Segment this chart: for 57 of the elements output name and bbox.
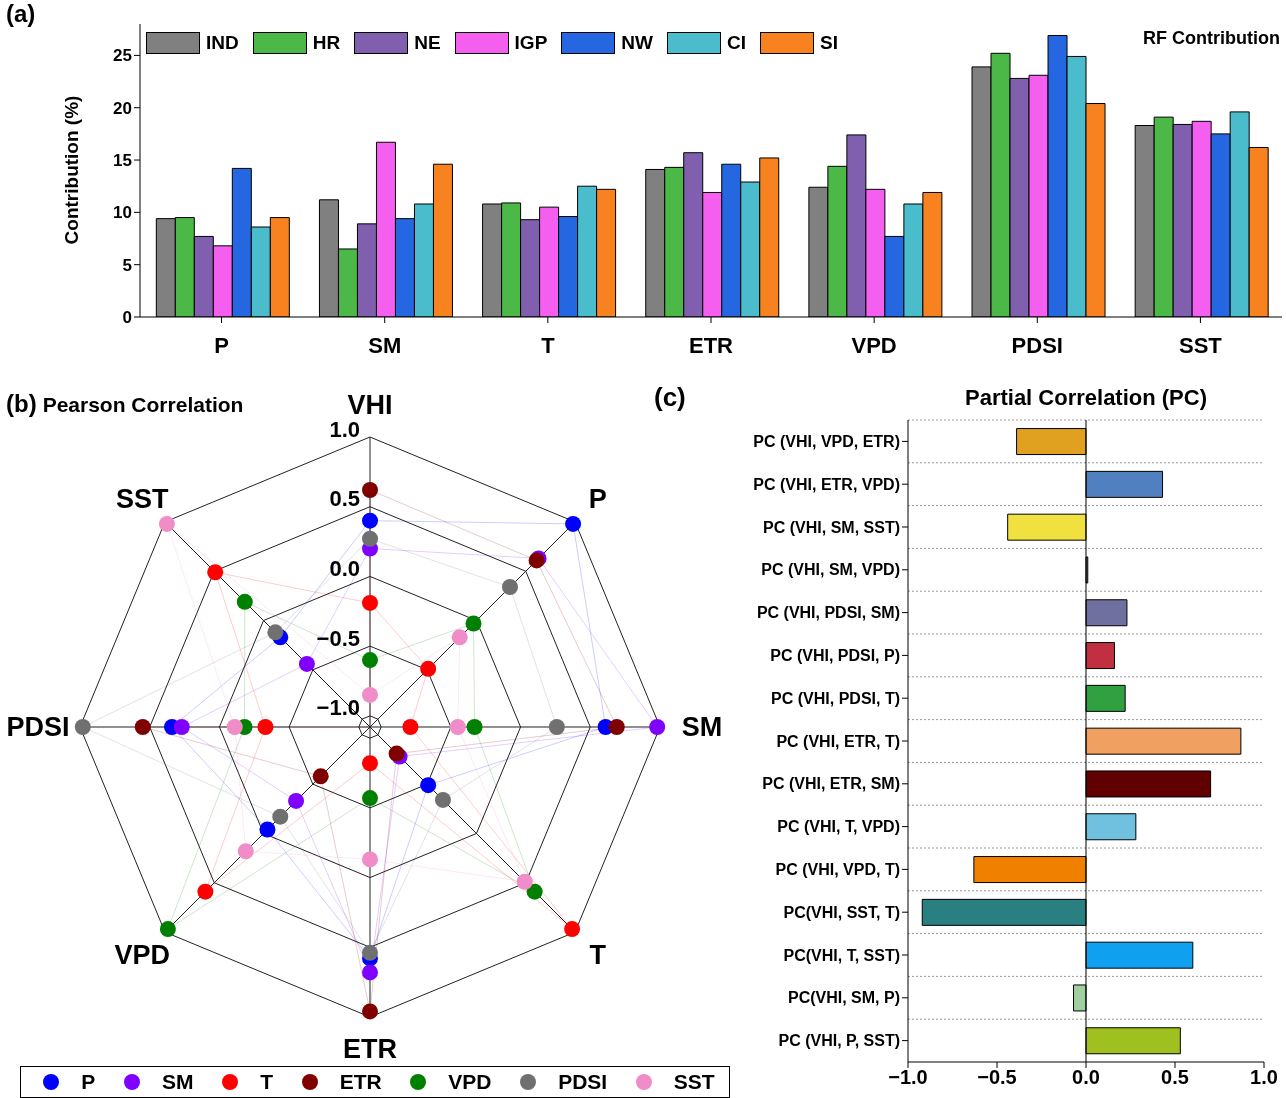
x-tick-label: PDSI xyxy=(1011,332,1063,358)
y-tick-label: PC (VHI, ETR, SM) xyxy=(762,775,900,793)
legend-label: CI xyxy=(726,32,746,54)
legend-label: IND xyxy=(206,32,239,54)
text: (c) xyxy=(654,382,686,413)
x-tick-label: T xyxy=(541,332,556,358)
x-tick-label: −0.5 xyxy=(977,1066,1017,1089)
y-tick-label: PC(VHI, T, SST) xyxy=(783,946,900,964)
x-tick-label: 0.5 xyxy=(1161,1066,1189,1089)
chart-title: RF Contribution xyxy=(1143,28,1280,49)
y-tick-label: PC (VHI, PDSI, T) xyxy=(771,689,900,707)
y-axis-title: Contribution (%) xyxy=(61,95,83,245)
x-tick-label: ETR xyxy=(689,332,734,358)
y-tick-label: PC (VHI, PDSI, P) xyxy=(770,647,900,665)
y-tick-label: 15 xyxy=(113,151,132,171)
y-tick-label: PC (VHI, VPD, T) xyxy=(775,861,900,879)
chart-title: Partial Correlation (PC) xyxy=(963,385,1208,411)
y-tick-label: 0 xyxy=(122,308,132,328)
y-tick-label: PC(VHI, SST, T) xyxy=(783,903,900,921)
y-tick-label: 20 xyxy=(113,98,132,118)
y-tick-label: PC (VHI, ETR, VPD) xyxy=(753,475,900,493)
y-tick-label: −0.5 xyxy=(316,625,360,651)
y-tick-label: 0.0 xyxy=(329,555,360,581)
legend-label: SI xyxy=(819,32,838,54)
y-tick-label: PC (VHI, T, VPD) xyxy=(777,818,900,836)
y-tick-label: 5 xyxy=(122,255,132,275)
spoke-label: SST xyxy=(116,484,170,515)
x-tick-label: 0.0 xyxy=(1072,1066,1100,1089)
text: (a) xyxy=(6,0,36,28)
x-tick-label: SST xyxy=(1179,332,1223,358)
legend-label: NE xyxy=(414,32,441,54)
y-tick-label: PC (VHI, SM, SST) xyxy=(763,518,900,536)
spoke-label: T xyxy=(589,939,607,970)
legend-label: IGP xyxy=(514,32,548,54)
spoke-label: ETR xyxy=(343,1034,397,1064)
spoke-label: P xyxy=(588,484,607,515)
spoke-label: PDSI xyxy=(6,712,70,742)
x-tick-label: 1.0 xyxy=(1250,1066,1278,1089)
spoke-label: VPD xyxy=(114,939,171,970)
chart-title: Pearson Correlation xyxy=(42,393,244,417)
y-tick-label: 10 xyxy=(113,203,132,223)
y-tick-label: PC(VHI, SM, P) xyxy=(787,989,900,1007)
x-tick-label: SM xyxy=(368,332,402,358)
y-tick-label: PC (VHI, PDSI, SM) xyxy=(756,604,900,622)
x-tick-label: −1.0 xyxy=(888,1066,928,1089)
y-tick-label: 0.5 xyxy=(329,486,360,512)
y-tick-label: PC (VHI, SM, VPD) xyxy=(761,561,900,579)
y-tick-label: PC (VHI, VPD, ETR) xyxy=(753,433,900,451)
y-tick-label: PC (VHI, ETR, T) xyxy=(776,732,900,750)
legend-label: NW xyxy=(621,32,653,54)
x-tick-label: P xyxy=(214,332,229,358)
x-tick-label: VPD xyxy=(851,332,897,358)
y-tick-label: 25 xyxy=(113,46,132,66)
text: (b) xyxy=(6,390,37,418)
spoke-label: SM xyxy=(681,712,723,742)
legend-label: HR xyxy=(312,32,341,54)
y-tick-label: PC (VHI, P, SST) xyxy=(778,1032,900,1050)
